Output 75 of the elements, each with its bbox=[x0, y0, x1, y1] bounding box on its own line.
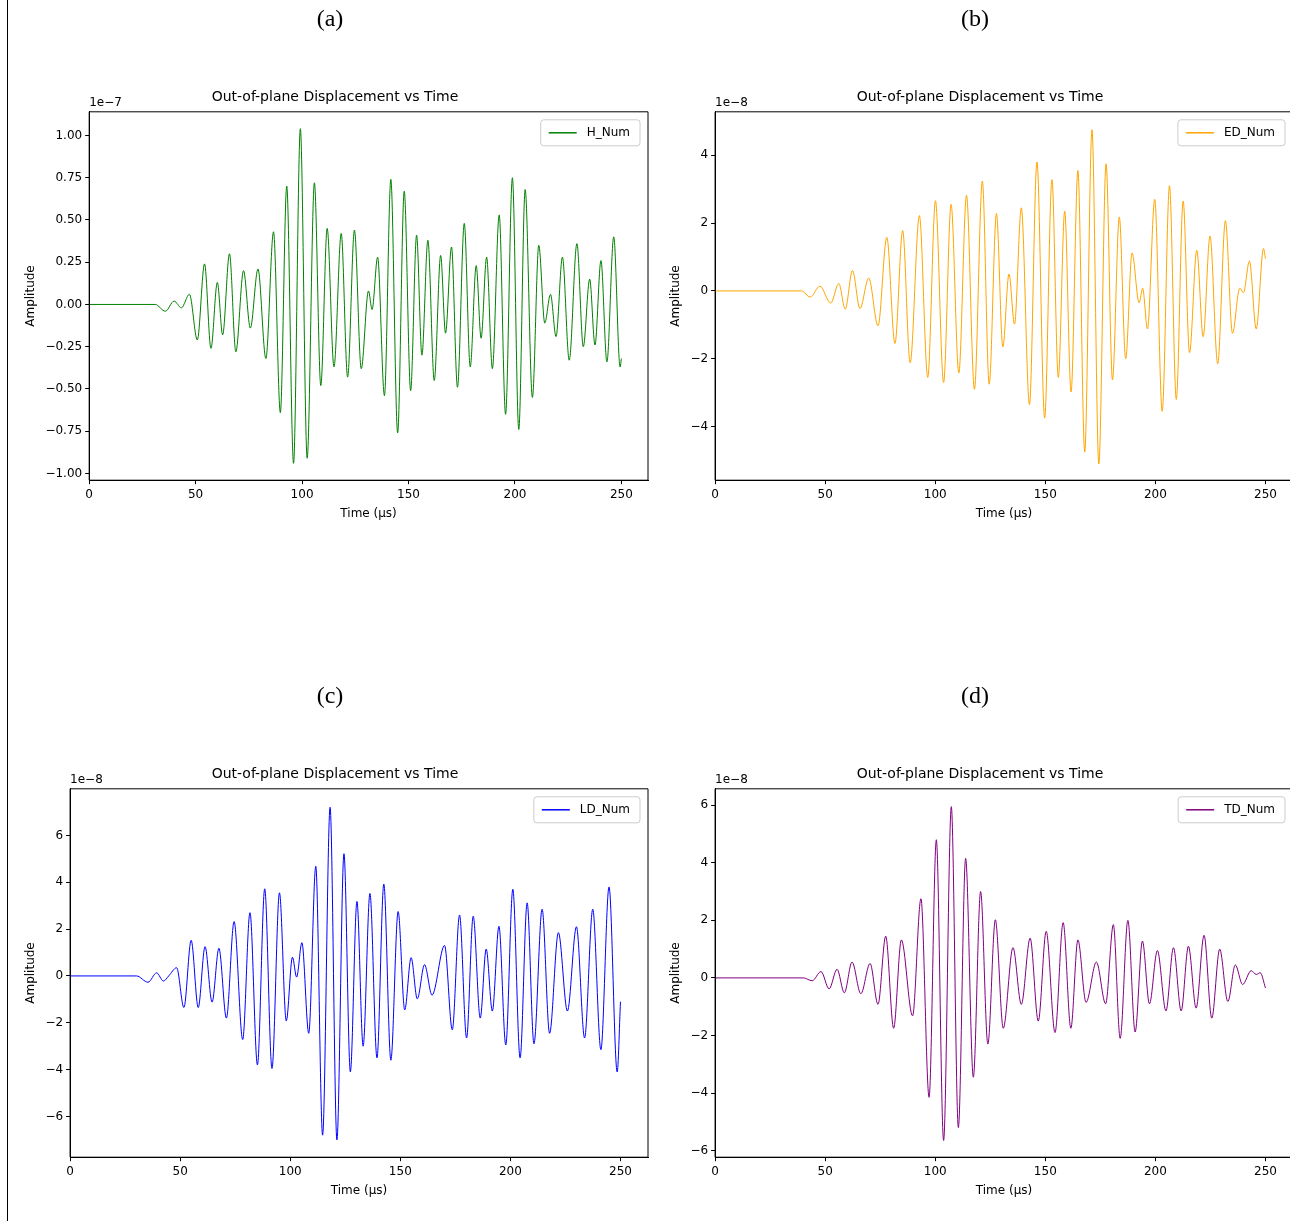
text: (c) bbox=[315, 682, 345, 709]
y-tick-label: −2 bbox=[45, 1014, 64, 1029]
y-tick-label: −1.00 bbox=[45, 465, 83, 480]
x-tick-label: 250 bbox=[609, 1163, 632, 1178]
x-tick-label: 100 bbox=[290, 486, 314, 501]
y-tick-label: 1.00 bbox=[55, 127, 83, 142]
chart-title: Out-of-plane Displacement vs Time bbox=[211, 88, 459, 105]
x-tick-label: 50 bbox=[172, 1163, 188, 1178]
x-tick-label: 150 bbox=[1033, 1163, 1057, 1178]
x-tick-label: 50 bbox=[817, 1163, 833, 1178]
x-axis-title: Time (µs) bbox=[974, 1182, 1033, 1197]
x-tick-label: 0 bbox=[85, 486, 93, 501]
y-tick-label: −4 bbox=[45, 1061, 64, 1076]
x-axis-title: Time (µs) bbox=[329, 1182, 388, 1197]
y-tick-label: 0.75 bbox=[55, 169, 83, 184]
y-tick-label: −0.75 bbox=[45, 423, 83, 438]
y-axis-title: Amplitude bbox=[23, 265, 38, 327]
x-tick-label: 200 bbox=[1143, 1163, 1167, 1178]
text: 1e−7 bbox=[89, 94, 122, 109]
y-tick-label: 0.00 bbox=[55, 296, 83, 311]
y-tick-label: −6 bbox=[45, 1108, 64, 1123]
y-axis-title: Amplitude bbox=[668, 265, 683, 327]
y-tick-label: 4 bbox=[55, 874, 64, 889]
y-tick-label: −0.25 bbox=[45, 338, 83, 353]
y-tick-label: −4 bbox=[690, 418, 709, 433]
legend-label: LD_Num bbox=[579, 801, 631, 816]
x-tick-label: 250 bbox=[1254, 1163, 1277, 1178]
y-tick-label: 2 bbox=[55, 921, 64, 936]
y-tick-label: 6 bbox=[55, 827, 64, 842]
x-axis-title: Time (µs) bbox=[974, 505, 1033, 520]
x-tick-label: 250 bbox=[1254, 486, 1277, 501]
y-tick-label: −0.50 bbox=[45, 381, 83, 396]
legend-label: ED_Num bbox=[1223, 124, 1275, 139]
y-axis-title: Amplitude bbox=[23, 942, 38, 1004]
x-tick-label: 50 bbox=[187, 486, 204, 501]
y-axis-title: Amplitude bbox=[668, 942, 683, 1004]
chart-title: Out-of-plane Displacement vs Time bbox=[856, 88, 1104, 105]
legend-label: H_Num bbox=[586, 124, 630, 139]
y-tick-label: 4 bbox=[700, 854, 709, 869]
x-tick-label: 0 bbox=[711, 1163, 719, 1178]
x-tick-label: 100 bbox=[278, 1163, 302, 1178]
y-tick-label: 6 bbox=[700, 797, 709, 812]
text: (a) bbox=[315, 5, 345, 32]
y-tick-label: 0.25 bbox=[55, 254, 83, 269]
x-tick-label: 150 bbox=[397, 486, 420, 501]
y-tick-label: −6 bbox=[690, 1142, 709, 1157]
text: (b) bbox=[960, 5, 990, 32]
y-tick-label: 0 bbox=[55, 968, 64, 983]
y-tick-label: 0 bbox=[700, 970, 709, 985]
y-tick-label: 0 bbox=[700, 283, 709, 298]
x-tick-label: 200 bbox=[1143, 486, 1167, 501]
x-tick-label: 100 bbox=[923, 1163, 947, 1178]
x-tick-label: 150 bbox=[388, 1163, 412, 1178]
y-tick-label: 2 bbox=[700, 912, 709, 927]
x-tick-label: 200 bbox=[498, 1163, 522, 1178]
y-tick-label: −2 bbox=[690, 1027, 709, 1042]
y-tick-label: 0.50 bbox=[55, 212, 83, 227]
x-tick-label: 0 bbox=[711, 486, 719, 501]
x-tick-label: 150 bbox=[1033, 486, 1057, 501]
text: 1e−8 bbox=[715, 94, 748, 109]
text: 1e−8 bbox=[715, 771, 748, 786]
legend-label: TD_Num bbox=[1223, 801, 1275, 816]
x-tick-label: 250 bbox=[609, 486, 633, 501]
chart-title: Out-of-plane Displacement vs Time bbox=[856, 765, 1104, 782]
x-tick-label: 100 bbox=[923, 486, 947, 501]
y-tick-label: −2 bbox=[690, 350, 709, 365]
y-tick-label: −4 bbox=[690, 1085, 709, 1100]
chart-title: Out-of-plane Displacement vs Time bbox=[211, 765, 459, 782]
x-tick-label: 200 bbox=[503, 486, 527, 501]
text: (d) bbox=[960, 682, 990, 709]
x-tick-label: 50 bbox=[817, 486, 833, 501]
y-tick-label: 4 bbox=[700, 147, 709, 162]
text: 1e−8 bbox=[70, 771, 103, 786]
y-tick-label: 2 bbox=[700, 215, 709, 230]
x-axis-title: Time (µs) bbox=[339, 505, 397, 520]
